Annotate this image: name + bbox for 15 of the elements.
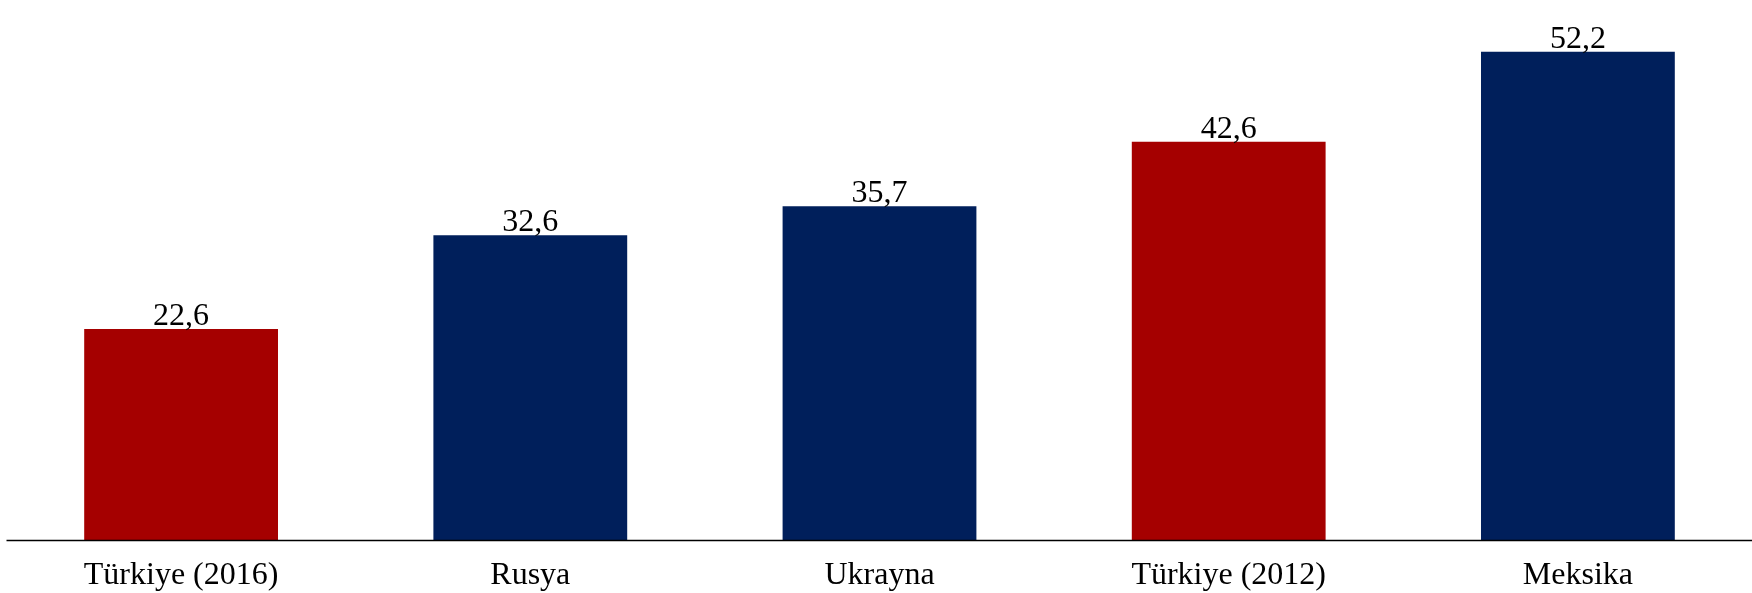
bar — [433, 235, 628, 541]
data-label: 32,6 — [502, 202, 559, 239]
data-label: 35,7 — [851, 173, 908, 210]
data-label: 22,6 — [153, 295, 210, 332]
bar — [1131, 141, 1326, 541]
bar — [1481, 51, 1675, 541]
x-tick-label: Meksika — [1522, 554, 1633, 591]
data-label: 52,2 — [1549, 18, 1606, 55]
bar — [782, 206, 977, 541]
x-tick-label: Rusya — [490, 554, 571, 591]
x-tick-label: Türkiye (2012) — [1131, 554, 1326, 591]
x-tick-label: Türkiye (2016) — [83, 554, 279, 591]
x-tick-label: Ukrayna — [824, 554, 935, 591]
data-label: 42,6 — [1200, 108, 1257, 145]
bar — [84, 328, 278, 541]
